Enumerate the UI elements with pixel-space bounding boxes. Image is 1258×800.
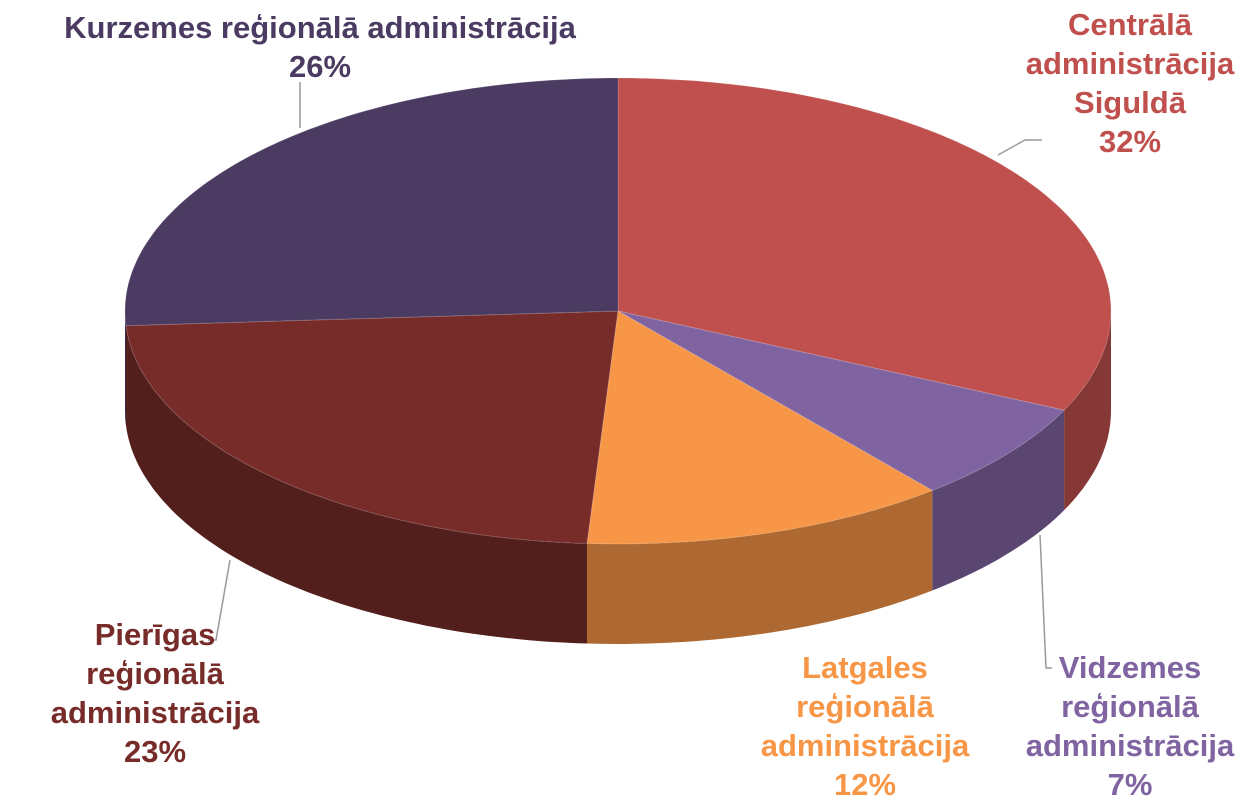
slice-side: [125, 311, 126, 426]
slice: [617, 310, 1066, 492]
leader-line: [208, 559, 231, 641]
slice-side: [587, 490, 933, 644]
slice-side: [1064, 311, 1111, 511]
slice-side: [932, 410, 1065, 591]
slice: [586, 310, 934, 545]
category-label: Pierīgas reģionālā administrācija: [50, 617, 260, 730]
leader-line: [997, 139, 1042, 156]
data-label: Vidzemes reģionālā administrācija 7%: [1005, 648, 1255, 800]
slice-side: [126, 325, 587, 644]
value-label: 26%: [288, 49, 352, 84]
value-label: 32%: [1098, 124, 1162, 159]
slice: [124, 77, 619, 327]
category-label: Centrālā administrācija Siguldā: [1025, 7, 1235, 120]
data-label: Kurzemes reģionālā administrācija 26%: [0, 8, 640, 86]
value-label: 23%: [123, 734, 187, 769]
slice: [125, 310, 619, 545]
data-label: Pierīgas reģionālā administrācija 23%: [25, 615, 285, 771]
category-label: Vidzemes reģionālā administrācija: [1025, 650, 1235, 763]
value-label: 7%: [1107, 767, 1153, 800]
leader-line: [1039, 534, 1052, 669]
value-label: 12%: [833, 767, 897, 800]
category-label: Kurzemes reģionālā administrācija: [64, 10, 576, 45]
data-label: Centrālā administrācija Siguldā 32%: [1005, 5, 1255, 161]
data-label: Latgales reģionālā administrācija 12%: [740, 648, 990, 800]
slice: [617, 77, 1112, 411]
category-label: Latgales reģionālā administrācija: [760, 650, 970, 763]
